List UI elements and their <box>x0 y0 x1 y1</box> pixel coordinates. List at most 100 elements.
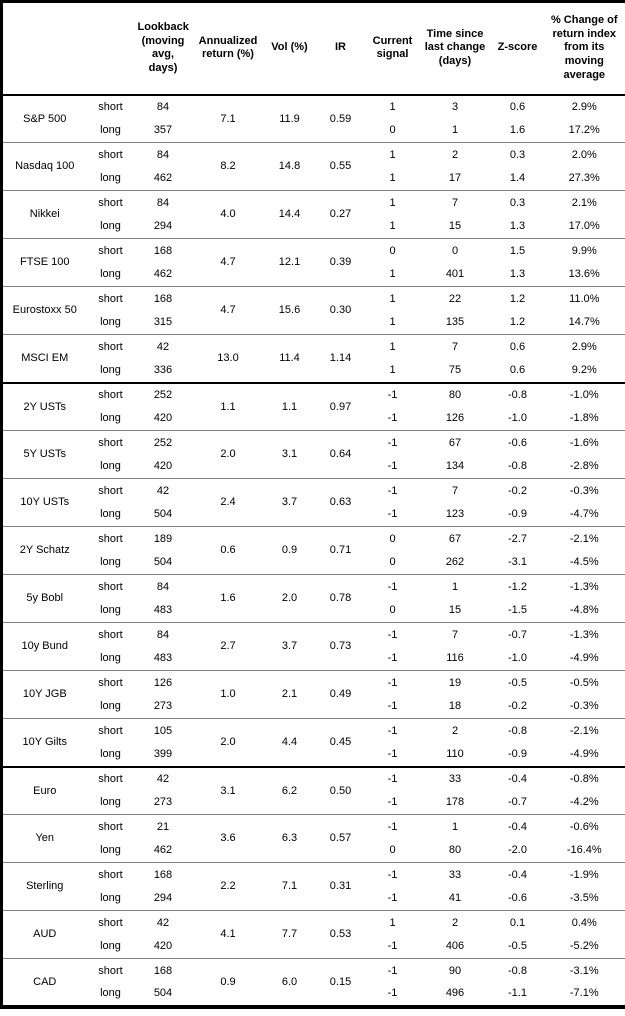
cell-horizon: long <box>86 118 135 143</box>
cell-time-since: 406 <box>418 934 492 959</box>
cell-pct-change: -1.8% <box>543 406 625 431</box>
cell-time-since: 80 <box>448 388 462 401</box>
cell-vol: 6.0 <box>281 975 298 988</box>
cell-ir: 0.27 <box>314 190 367 239</box>
cell-signal: -1 <box>387 388 398 401</box>
cell-ir: 1.14 <box>314 334 367 384</box>
cell-lookback: 168 <box>153 292 173 305</box>
cell-zscore: -2.0 <box>491 838 544 863</box>
cell-asset-name: 5Y USTs <box>1 430 87 479</box>
cell-ir: 0.45 <box>314 718 367 768</box>
cell-pct-change: 2.0% <box>571 148 597 161</box>
cell-time-since: 7 <box>451 340 459 353</box>
cell-horizon: long <box>86 406 135 431</box>
table-row: Nasdaq 100 short 84 8.2 14.8 0.55 1 2 0.3 2.0% <box>1 142 625 191</box>
cell-lookback: 420 <box>134 454 192 479</box>
cell-zscore: 1.3 <box>491 262 544 287</box>
cell-signal: 1 <box>389 340 396 353</box>
cell-annualized-return: 0.9 <box>220 975 236 988</box>
cell-zscore: -0.7 <box>491 790 544 815</box>
cell-time-since: 1 <box>418 118 492 143</box>
cell-horizon: short <box>98 868 123 881</box>
cell-time-since: 19 <box>448 676 462 689</box>
cell-zscore: -0.2 <box>491 694 544 719</box>
cell-horizon: short <box>98 148 123 161</box>
cell-pct-change: -0.8% <box>569 772 599 785</box>
cell-lookback: 357 <box>134 118 192 143</box>
cell-horizon: long <box>86 646 135 671</box>
cell-time-since: 135 <box>418 310 492 335</box>
cell-zscore: 1.2 <box>509 292 526 305</box>
cell-vol: 11.9 <box>264 94 315 143</box>
cell-time-since: 2 <box>451 148 459 161</box>
cell-annualized-return: 4.7 <box>191 286 265 335</box>
cell-time-since: 7 <box>451 484 459 497</box>
cell-ir: 0.55 <box>314 142 367 191</box>
cell-horizon: short <box>98 964 123 977</box>
table-row: long 420 -1 406 -0.5 -5.2% <box>2 934 625 959</box>
cell-asset-name: Sterling <box>1 862 87 911</box>
cell-time-since: 33 <box>448 868 462 881</box>
cell-ir: 0.53 <box>314 910 367 959</box>
cell-ir: 0.97 <box>314 382 367 431</box>
cell-signal: -1 <box>387 772 398 785</box>
cell-lookback: 504 <box>134 502 192 527</box>
cell-ir: 0.73 <box>314 622 367 671</box>
cell-vol: 7.7 <box>264 910 315 959</box>
cell-time-since: 262 <box>418 550 492 575</box>
cell-time-since: 126 <box>418 406 492 431</box>
header-row: Lookback (moving avg, days) Annualized r… <box>1 1 625 96</box>
section-equities: S&P 500 short 84 7.1 11.9 0.59 1 3 0.6 2.9% long 35… <box>1 94 625 384</box>
cell-horizon: short <box>98 388 123 401</box>
cell-signal: 1 <box>389 292 396 305</box>
cell-zscore: -0.8 <box>491 454 544 479</box>
cell-asset-name: MSCI EM <box>1 334 87 384</box>
cell-pct-change: 2.9% <box>571 100 597 113</box>
cell-asset-name: Eurostoxx 50 <box>1 286 87 335</box>
cell-zscore: -0.4 <box>508 820 527 833</box>
cell-zscore: -0.4 <box>508 868 527 881</box>
cell-time-since: 90 <box>448 964 462 977</box>
cell-zscore: -0.4 <box>508 772 527 785</box>
cell-pct-change: 17.2% <box>543 118 625 143</box>
cell-zscore: 0.6 <box>509 340 526 353</box>
cell-horizon: short <box>98 244 123 257</box>
cell-lookback: 420 <box>134 934 192 959</box>
cell-pct-change: 11.0% <box>569 292 600 305</box>
cell-lookback: 42 <box>156 772 170 785</box>
cell-asset-name: FTSE 100 <box>1 238 87 287</box>
cell-vol: 2.1 <box>264 670 315 719</box>
cell-vol: 6.3 <box>264 814 315 863</box>
cell-horizon: long <box>86 358 135 384</box>
header-annualized-return: Annualized return (%) <box>191 1 265 96</box>
cell-signal: -1 <box>366 742 419 768</box>
cell-pct-change: -1.0% <box>569 388 599 401</box>
table-row: CAD short 168 0.9 6.0 0.15 -1 90 -0.8 -3.1% <box>2 959 625 988</box>
cell-vol: 2.0 <box>264 574 315 623</box>
cell-pct-change: -1.3% <box>569 580 599 593</box>
cell-pct-change: -7.1% <box>569 987 599 1000</box>
cell-pct-change: -1.3% <box>569 628 599 641</box>
cell-pct-change: -4.8% <box>543 598 625 623</box>
cell-pct-change: -4.2% <box>543 790 625 815</box>
cell-horizon: long <box>86 550 135 575</box>
cell-pct-change: -4.9% <box>543 742 625 768</box>
table-row: long 273 -1 18 -0.2 -0.3% <box>2 694 625 719</box>
cell-pct-change: -3.1% <box>569 964 599 977</box>
cell-time-since: 1 <box>451 580 459 593</box>
cell-vol: 14.4 <box>264 190 315 239</box>
cell-vol: 12.1 <box>264 238 315 287</box>
cell-horizon: short <box>98 724 123 737</box>
cell-lookback: 189 <box>153 532 173 545</box>
cell-signal: -1 <box>387 964 398 977</box>
table-row: Eurostoxx 50 short 168 4.7 15.6 0.30 1 22 1.2 11.… <box>1 286 625 335</box>
cell-time-since: 2 <box>451 724 459 737</box>
table-row: FTSE 100 short 168 4.7 12.1 0.39 0 0 1.5 9.9% <box>1 238 625 287</box>
cell-horizon: long <box>86 790 135 815</box>
section-bonds: 2Y USTs short 252 1.1 1.1 0.97 -1 80 -0.8 -1.0% lo… <box>1 382 625 768</box>
cell-annualized-return: 2.0 <box>191 718 265 768</box>
cell-time-since: 7 <box>451 196 459 209</box>
cell-lookback: 462 <box>134 838 192 863</box>
